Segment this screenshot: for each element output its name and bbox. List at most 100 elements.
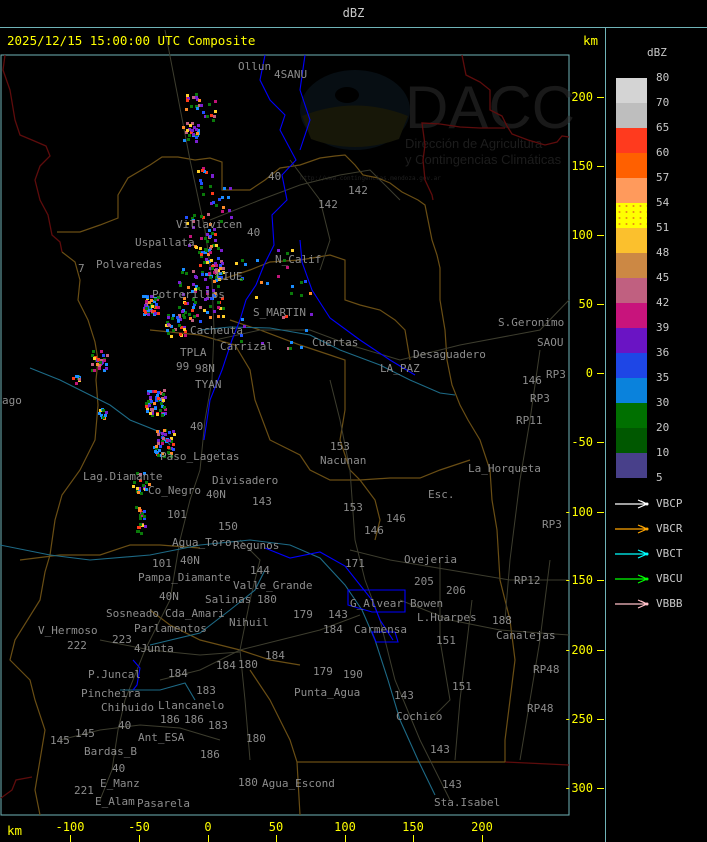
radar-echo-pixel	[138, 487, 141, 490]
x-tick-label: -100	[55, 820, 85, 834]
radar-echo-pixel	[193, 126, 196, 129]
place-label: 40	[118, 719, 131, 732]
radar-echo-pixel	[190, 105, 193, 108]
radar-echo-pixel	[198, 99, 201, 102]
y-tick	[597, 580, 604, 581]
place-label: Desaguadero	[413, 348, 486, 361]
radar-echo-pixel	[145, 488, 148, 491]
radar-echo-pixel	[170, 452, 173, 455]
radar-echo-pixel	[179, 284, 182, 287]
legend-swatch	[616, 403, 647, 428]
radar-echo-pixel	[210, 259, 213, 262]
radar-echo-pixel	[161, 405, 164, 408]
place-label: Agua_Toro	[172, 536, 232, 549]
radar-echo-pixel	[174, 328, 177, 331]
radar-echo-pixel	[200, 182, 203, 185]
place-label: 153	[343, 501, 363, 514]
radar-echo-pixel	[163, 406, 166, 409]
place-label: Co_Negro	[148, 484, 201, 497]
place-label: 40N	[206, 488, 226, 501]
radar-echo-pixel	[218, 276, 221, 279]
place-label: Valle_Grande	[233, 579, 312, 592]
radar-echo-pixel	[217, 306, 220, 309]
place-label: 145	[50, 734, 70, 747]
radar-echo-pixel	[150, 303, 153, 306]
legend-label: 70	[656, 96, 670, 109]
radar-echo-pixel	[156, 394, 159, 397]
place-label: Paso_Lagetas	[160, 450, 239, 463]
place-label: Bardas_B	[84, 745, 137, 758]
arrow-icon	[615, 549, 649, 559]
radar-echo-pixel	[240, 340, 243, 343]
place-label: Potrerillos	[152, 288, 225, 301]
place-label: RP3	[546, 368, 566, 381]
radar-echo-pixel	[178, 281, 181, 284]
radar-echo-pixel	[214, 262, 217, 265]
radar-echo-pixel	[290, 292, 293, 295]
radar-echo-pixel	[200, 255, 203, 258]
radar-echo-pixel	[189, 317, 192, 320]
radar-echo-pixel	[159, 454, 162, 457]
radar-echo-pixel	[154, 450, 157, 453]
place-label: Polvaredas	[96, 258, 162, 271]
radar-echo-pixel	[195, 134, 198, 137]
radar-echo-pixel	[210, 114, 213, 117]
radar-echo-pixel	[141, 512, 144, 515]
radar-echo-pixel	[143, 510, 146, 513]
radar-echo-pixel	[161, 442, 164, 445]
radar-echo-pixel	[221, 297, 224, 300]
radar-echo-pixel	[193, 315, 196, 318]
radar-echo-pixel	[194, 275, 197, 278]
radar-echo-pixel	[151, 412, 154, 415]
radar-echo-pixel	[170, 455, 173, 458]
legend-label: 35	[656, 371, 670, 384]
radar-echo-pixel	[147, 392, 150, 395]
radar-echo-pixel	[221, 262, 224, 265]
radar-echo-pixel	[178, 324, 181, 327]
place-label: Chihuido	[101, 701, 154, 714]
place-label: 40	[247, 226, 260, 239]
radar-echo-pixel	[210, 202, 213, 205]
radar-echo-pixel	[217, 301, 220, 304]
radar-echo-pixel	[197, 129, 200, 132]
radar-echo-pixel	[140, 492, 143, 495]
radar-echo-pixel	[203, 170, 206, 173]
radar-echo-pixel	[143, 515, 146, 518]
radar-echo-pixel	[185, 108, 188, 111]
radar-echo-pixel	[192, 220, 195, 223]
y-tick	[597, 373, 604, 374]
place-label: Regunos	[233, 539, 279, 552]
radar-echo-pixel	[105, 411, 108, 414]
radar-echo-pixel	[156, 298, 159, 301]
x-tick	[413, 835, 414, 842]
radar-echo-pixel	[261, 342, 264, 345]
place-label: 146	[386, 512, 406, 525]
radar-echo-pixel	[214, 100, 217, 103]
y-tick-label: 50	[578, 297, 593, 311]
radar-echo-pixel	[214, 110, 217, 113]
radar-echo-pixel	[187, 138, 190, 141]
radar-echo-pixel	[155, 445, 158, 448]
radar-echo-pixel	[209, 223, 212, 226]
radar-echo-pixel	[277, 275, 280, 278]
radar-echo-pixel	[209, 305, 212, 308]
radar-echo-pixel	[186, 122, 189, 125]
radar-echo-pixel	[166, 329, 169, 332]
legend-label: 36	[656, 346, 670, 359]
radar-echo-pixel	[148, 301, 151, 304]
radar-echo-pixel	[206, 290, 209, 293]
place-label: 206	[446, 584, 466, 597]
radar-echo-pixel	[91, 354, 94, 357]
place-label: Parlamentos	[134, 622, 207, 635]
place-label: 40	[268, 170, 281, 183]
place-label: TYAN	[195, 378, 222, 391]
radar-echo-pixel	[219, 307, 222, 310]
place-label: Canalejas	[496, 629, 556, 642]
place-label: 142	[348, 184, 368, 197]
radar-echo-pixel	[282, 316, 285, 319]
place-label: 186	[160, 713, 180, 726]
radar-echo-pixel	[223, 187, 226, 190]
radar-echo-pixel	[193, 303, 196, 306]
legend-label: 57	[656, 171, 670, 184]
